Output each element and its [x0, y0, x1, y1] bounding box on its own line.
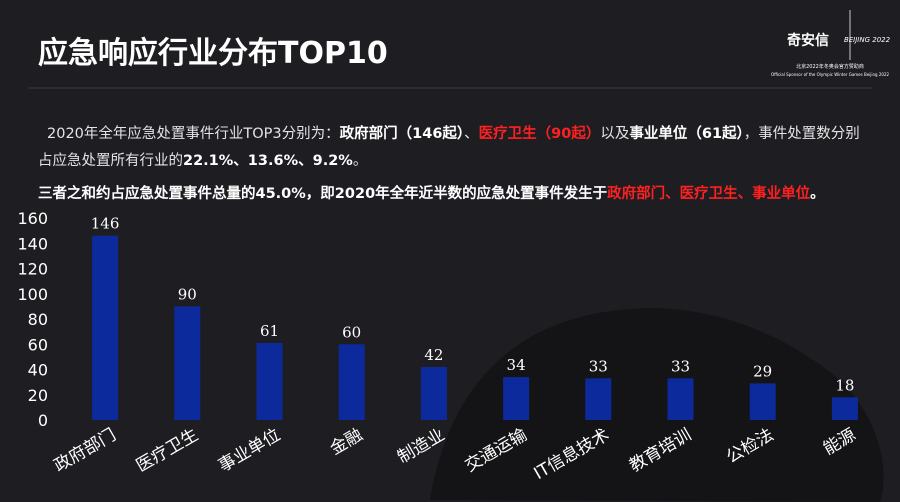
- value-label: 33: [671, 357, 690, 375]
- text-segment: 以及: [600, 126, 630, 142]
- bar: [420, 366, 447, 420]
- value-label: 60: [342, 323, 361, 341]
- games-logo: BEIJING 2022: [844, 36, 891, 44]
- value-label: 34: [507, 356, 526, 374]
- bar: [92, 235, 119, 420]
- x-tick-label: 政府部门: [51, 425, 120, 476]
- bar: [256, 342, 283, 420]
- text-segment: 政府部门、医疗卫生、事业单位: [607, 186, 811, 202]
- bar: [174, 306, 201, 420]
- sponsor-cn: 北京2022年冬奥会官方赞助商: [796, 63, 864, 70]
- bar: [667, 378, 694, 420]
- text-segment: 三者之和约占应急处置事件总量的45.0%，即2020年全年近半数的应急处置事件发…: [38, 186, 608, 202]
- y-tick-label: 60: [28, 335, 48, 354]
- value-label: 90: [178, 285, 197, 303]
- bar: [749, 383, 776, 420]
- value-label: 42: [424, 346, 443, 364]
- slide-title: 应急响应行业分布TOP10: [38, 36, 388, 71]
- y-tick-label: 100: [17, 285, 48, 304]
- bar: [831, 397, 858, 420]
- text-segment: 。: [352, 153, 368, 169]
- y-tick-label: 120: [17, 260, 48, 279]
- x-tick-label: 金融: [327, 425, 366, 459]
- text-segment: 医疗卫生（90起）: [478, 126, 601, 142]
- y-tick-label: 80: [28, 310, 48, 329]
- value-label: 33: [589, 357, 608, 375]
- logo: 奇安信: [787, 32, 829, 49]
- y-tick-label: 0: [38, 411, 48, 430]
- value-label: 146: [91, 215, 120, 233]
- bar: [585, 378, 612, 420]
- text-segment: 2020年全年应急处置事件行业TOP3分别为：: [47, 126, 340, 142]
- value-label: 61: [260, 322, 279, 340]
- text-segment: 事业单位（61起）: [629, 126, 744, 142]
- value-label: 29: [753, 362, 772, 380]
- x-tick-label: 医疗卫生: [133, 425, 202, 476]
- x-tick-label: 事业单位: [215, 425, 284, 476]
- text-segment: 政府部门（146起）: [339, 126, 465, 142]
- text-segment: 。: [810, 186, 825, 202]
- paragraph: 2020年全年应急处置事件行业TOP3分别为：政府部门（146起）、医疗卫生（9…: [38, 121, 868, 175]
- y-tick-label: 40: [28, 361, 48, 380]
- value-label: 18: [835, 376, 854, 394]
- y-tick-label: 160: [17, 209, 48, 228]
- decor-silhouette: [430, 308, 884, 502]
- y-tick-label: 20: [28, 386, 48, 405]
- text-segment: 22.1%、13.6%、9.2%: [183, 153, 353, 169]
- sponsor-en: Official Sponsor of the Olympic Winter G…: [771, 72, 890, 77]
- bar: [503, 377, 530, 420]
- text-segment: ，事件处置数分别占应急处置所有行业的: [38, 126, 860, 169]
- text-segment: 、: [464, 126, 479, 142]
- paragraph: 三者之和约占应急处置事件总量的45.0%，即2020年全年近半数的应急处置事件发…: [38, 181, 868, 208]
- bar: [338, 344, 365, 420]
- y-tick-label: 140: [17, 234, 48, 253]
